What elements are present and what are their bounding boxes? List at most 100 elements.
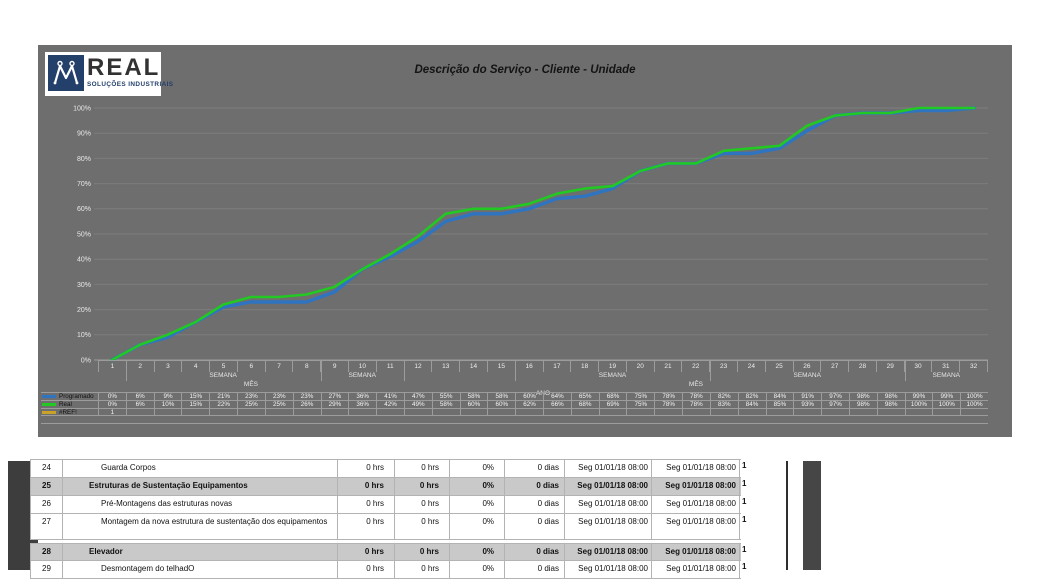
table-row: 28 Elevador 0 hrs 0 hrs 0% 0 dias Seg 01/01/18… <box>30 543 746 561</box>
series-value-cell: 91% <box>793 393 821 400</box>
series-value-cell: 58% <box>487 393 515 400</box>
week-number-cell: 15 <box>488 361 516 372</box>
axis-group-label-mes: MÊS <box>688 381 704 388</box>
series-value-cell <box>793 409 821 415</box>
week-number-cell: 11 <box>377 361 405 372</box>
series-value-cell: 60% <box>515 393 543 400</box>
series-value-cell <box>292 409 321 415</box>
legend-series-name: Real <box>59 401 72 408</box>
task-value-cell: Seg 01/01/18 08:00 <box>652 514 740 539</box>
series-value-cell <box>543 409 571 415</box>
table-row: 25 Estruturas de Sustentação Equipamentos… <box>30 478 746 496</box>
chart-title: Descrição do Serviço - Cliente - Unidade <box>414 64 636 76</box>
series-line-programado <box>110 106 976 362</box>
svg-text:40%: 40% <box>77 257 91 264</box>
week-number-cell: 20 <box>627 361 655 372</box>
series-value-cell: 41% <box>376 393 404 400</box>
row-number-cell: 25 <box>30 478 63 495</box>
axis-group-label-semana: SEMANA <box>348 372 376 379</box>
series-value-cell: 82% <box>737 393 766 400</box>
week-number-cell: 2 <box>127 361 155 372</box>
series-value-cell: 98% <box>876 393 905 400</box>
task-value-cell: 0 dias <box>505 478 565 495</box>
series-value-cell: 97% <box>821 393 849 400</box>
series-value-cell: 21% <box>209 393 237 400</box>
week-number-cell: 7 <box>266 361 294 372</box>
svg-text:50%: 50% <box>77 231 91 238</box>
task-value-cell: Seg 01/01/18 08:00 <box>652 544 740 560</box>
row-end-marker: 1 <box>742 545 747 554</box>
series-value-cell: 6% <box>125 393 154 400</box>
series-value-cell: 29% <box>320 401 349 408</box>
series-value-cell: 98% <box>876 401 905 408</box>
series-value-cell: 62% <box>515 401 543 408</box>
series-value-cell: 23% <box>237 393 265 400</box>
series-value-cell: 58% <box>459 393 488 400</box>
task-value-cell: 0% <box>450 478 505 495</box>
axis-group-boundary <box>709 360 711 381</box>
series-value-cell: 84% <box>765 393 794 400</box>
legend-table: Programado 0% 6% 9% 15% 21% 23% 23% 23% 27% 36% 41%… <box>41 392 988 416</box>
task-value-cell: 0% <box>450 514 505 539</box>
series-value-cell: 25% <box>237 401 265 408</box>
series-value-cell <box>654 409 682 415</box>
axis-group-boundary <box>515 360 517 381</box>
series-value-cell: 97% <box>821 401 849 408</box>
series-value-cell <box>348 409 376 415</box>
logo: REAL SOLUÇÕES INDUSTRIAIS <box>45 52 173 96</box>
task-value-cell: 0 hrs <box>338 496 395 513</box>
week-number-cell: 16 <box>516 361 544 372</box>
series-value-cell: 98% <box>848 393 877 400</box>
task-value-cell: 0% <box>450 496 505 513</box>
task-name-cell: Guarda Corpos <box>63 460 338 477</box>
row-number-cell: 24 <box>30 460 63 477</box>
axis-group-boundary <box>125 360 127 381</box>
legend-bottom-rule <box>41 423 988 424</box>
series-value-cell: 98% <box>848 401 877 408</box>
series-value-cell: 65% <box>570 393 599 400</box>
week-number-cell: 1 <box>98 361 127 372</box>
row-end-marker: 1 <box>742 461 747 470</box>
svg-text:20%: 20% <box>77 307 91 314</box>
series-value-cell: 68% <box>598 393 627 400</box>
series-value-cell: 99% <box>932 393 960 400</box>
legend-key: Real <box>41 401 98 408</box>
task-value-cell: 0 dias <box>505 460 565 477</box>
week-number-cell: 17 <box>544 361 572 372</box>
week-number-cell: 31 <box>932 361 961 372</box>
task-value-cell: 0 hrs <box>338 514 395 539</box>
series-value-cell: 1 <box>98 409 126 415</box>
series-value-cell: 0% <box>98 393 126 400</box>
week-number-cell: 29 <box>877 361 905 372</box>
task-value-cell: Seg 01/01/18 08:00 <box>565 478 652 495</box>
week-number-cell: 30 <box>905 361 933 372</box>
series-value-cell: 78% <box>654 401 682 408</box>
series-value-cell: 85% <box>765 401 794 408</box>
task-value-cell: 0% <box>450 460 505 477</box>
week-number-cell: 22 <box>682 361 711 372</box>
series-value-cell: 0% <box>98 401 126 408</box>
series-value-cell: 69% <box>598 401 627 408</box>
series-value-cell <box>876 409 905 415</box>
row-number-cell: 26 <box>30 496 63 513</box>
series-value-cell: 99% <box>904 393 933 400</box>
series-value-cell: 84% <box>737 401 766 408</box>
series-value-cell <box>403 409 432 415</box>
legend-row: #REF! 1 <box>41 408 988 416</box>
legend-series-name: Programado <box>59 393 94 400</box>
row-end-marker: 1 <box>742 497 747 506</box>
series-value-cell: 60% <box>487 401 515 408</box>
week-number-cell: 28 <box>849 361 877 372</box>
svg-text:30%: 30% <box>77 282 91 289</box>
legend-swatch-programado <box>42 395 56 398</box>
series-value-cell <box>598 409 627 415</box>
series-value-cell <box>709 409 738 415</box>
week-number-cell: 14 <box>460 361 488 372</box>
series-value-cell: 75% <box>626 401 654 408</box>
legend-row: Real 0% 6% 10% 15% 22% 25% 25% 26% 29% 36% 42% 49% 58… <box>41 400 988 408</box>
svg-text:90%: 90% <box>77 131 91 138</box>
series-value-cell: 26% <box>292 401 321 408</box>
week-number-cell: 9 <box>321 361 350 372</box>
series-value-cell <box>209 409 237 415</box>
series-value-cell <box>737 409 766 415</box>
